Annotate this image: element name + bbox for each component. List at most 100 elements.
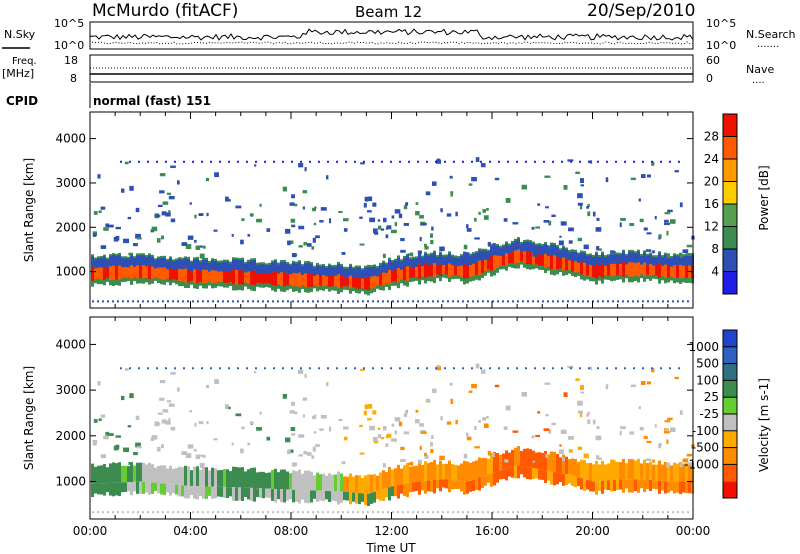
velocity-echo-upper <box>193 466 196 487</box>
velocity-echo-upper <box>208 470 211 487</box>
velocity-echo-upper <box>244 471 247 488</box>
velocity-scatter-echo <box>579 385 585 391</box>
power-low-echo <box>627 300 629 303</box>
velocity-low-echo <box>637 511 639 514</box>
power-low-echo <box>317 300 319 303</box>
power-echo-fringe <box>397 257 400 268</box>
power-scatter-echo <box>580 184 585 187</box>
velocity-top-row-echo <box>255 367 257 370</box>
power-scatter-echo <box>302 190 308 194</box>
velocity-echo-lower <box>376 490 379 500</box>
power-echo-core <box>532 252 535 265</box>
power-echo-core <box>589 264 592 277</box>
power-top-row-echo <box>300 160 302 163</box>
velocity-colorbar-label: -25 <box>699 407 719 421</box>
power-echo-core <box>214 270 217 283</box>
power-scatter-echo <box>545 244 549 249</box>
velocity-scatter-echo <box>505 405 511 411</box>
velocity-top-row-echo <box>192 367 194 370</box>
velocity-echo-lower <box>577 477 580 486</box>
velocity-scatter-echo <box>492 452 495 458</box>
velocity-echo-upper <box>115 463 118 483</box>
power-scatter-echo <box>228 199 231 202</box>
velocity-echo-lower <box>232 487 235 501</box>
power-top-row-echo <box>201 160 203 163</box>
power-top-row-echo <box>219 160 221 163</box>
power-scatter-echo <box>475 157 480 162</box>
power-low-echo <box>272 300 274 303</box>
power-echo-fringe <box>550 244 553 255</box>
velocity-top-row-echo <box>129 367 131 370</box>
velocity-echo-lower <box>91 483 94 498</box>
power-echo-fringe <box>199 262 202 272</box>
power-low-echo <box>562 300 564 303</box>
velocity-echo-lower <box>103 483 106 496</box>
power-echo-fringe <box>457 258 460 267</box>
velocity-echo-upper <box>163 465 166 484</box>
velocity-scatter-echo <box>450 399 453 405</box>
power-echo-core <box>190 271 193 281</box>
velocity-low-echo <box>497 511 499 514</box>
velocity-scatter-echo <box>394 417 401 422</box>
velocity-scatter-echo <box>666 439 669 445</box>
power-echo-fringe <box>520 243 523 253</box>
power-scatter-echo <box>537 203 541 206</box>
power-echo-fringe <box>340 265 343 276</box>
velocity-echo-lower <box>685 481 688 494</box>
velocity-low-echo <box>532 511 534 514</box>
velocity-scatter-echo <box>194 422 197 427</box>
velocity-colorbar-label: 25 <box>704 390 719 404</box>
power-echo-core <box>430 264 433 277</box>
velocity-echo-lower <box>121 482 124 493</box>
power-echo-fringe <box>412 258 415 268</box>
power-low-echo <box>632 300 634 303</box>
power-echo-fringe <box>475 253 478 263</box>
velocity-low-echo <box>452 511 454 514</box>
velocity-scatter-echo <box>311 455 315 459</box>
velocity-colorbar-swatch <box>723 481 737 499</box>
velocity-echo-upper <box>301 473 304 491</box>
velocity-echo-lower <box>418 481 421 495</box>
power-low-echo <box>252 300 254 303</box>
power-scatter-echo <box>214 172 219 178</box>
power-echo-core <box>229 272 232 282</box>
power-echo-fringe <box>322 266 325 276</box>
power-echo-core <box>364 277 367 290</box>
power-top-row-echo <box>642 160 644 163</box>
power-echo-fringe <box>409 259 412 268</box>
velocity-echo-lower <box>346 492 349 501</box>
power-echo-fringe <box>469 255 472 266</box>
power-low-echo <box>497 300 499 303</box>
power-echo-fringe <box>265 265 268 274</box>
velocity-top-row-echo <box>399 367 401 370</box>
velocity-echo-lower <box>436 479 439 489</box>
power-echo-fringe <box>451 256 454 266</box>
power-echo-core <box>358 276 361 289</box>
velocity-scatter-echo <box>398 421 403 427</box>
power-scatter-echo <box>377 219 381 222</box>
velocity-echo-lower <box>274 488 277 503</box>
power-scatter-echo <box>567 159 574 162</box>
velocity-echo-upper <box>274 468 277 489</box>
power-scatter-echo <box>291 224 296 228</box>
power-top-row-echo <box>417 160 419 163</box>
velocity-echo-lower <box>478 477 481 491</box>
velocity-low-echo <box>222 511 224 514</box>
velocity-scatter-echo <box>568 436 574 440</box>
velocity-scatter-echo <box>368 404 373 409</box>
power-scatter-echo <box>421 223 427 226</box>
power-echo-core <box>457 266 460 276</box>
power-echo-core <box>550 254 553 269</box>
power-scatter-echo <box>596 246 600 251</box>
power-echo-core <box>379 274 382 286</box>
velocity-echo-upper <box>487 458 490 475</box>
power-low-echo <box>437 300 439 303</box>
power-echo-fringe <box>328 265 331 276</box>
power-top-row-echo <box>525 160 527 163</box>
power-echo-core <box>625 264 628 275</box>
power-top-row-echo <box>453 160 455 163</box>
velocity-scatter-echo <box>400 459 406 462</box>
velocity-echo-upper <box>463 460 466 482</box>
power-echo-fringe <box>136 255 139 266</box>
